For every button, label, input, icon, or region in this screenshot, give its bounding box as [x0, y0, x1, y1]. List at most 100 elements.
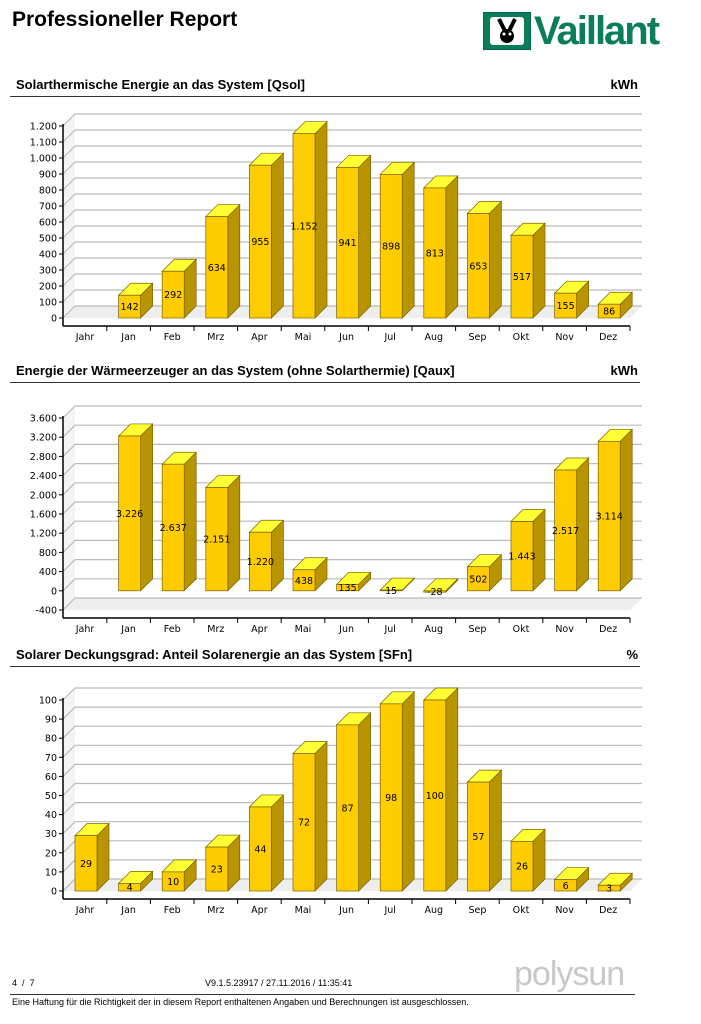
chart3-title: Solarer Deckungsgrad: Anteil Solarenergi…: [16, 647, 413, 662]
chart-1: 0 100 200 300 400 500 600 700 800 900 1.000 1.100 1.…: [30, 113, 642, 343]
bar: 1.220: [247, 519, 285, 592]
chart2-divider: [10, 382, 640, 383]
gridline: [62, 482, 642, 496]
gridline: [62, 405, 642, 419]
bar-front: [554, 879, 577, 892]
x-tick-label: Okt: [513, 332, 530, 343]
x-tick-label: Apr: [251, 905, 268, 916]
bar-value-label: -28: [427, 587, 443, 598]
bar: -28: [422, 577, 459, 598]
chart-3: 0 10 20 30 40 50 60 70 80 90 100 Jahr 29 Jan 4 Feb 10 Mrz…: [39, 687, 642, 916]
y-tick-label: 50: [45, 791, 57, 802]
bar: 1.443: [508, 508, 546, 592]
bar: 155: [553, 280, 590, 319]
x-tick-label: Jul: [383, 905, 395, 916]
bar: 813: [422, 175, 459, 319]
x-tick-label: Sep: [468, 905, 486, 916]
y-tick-label: 400: [39, 250, 57, 261]
bar-value-label: 898: [382, 242, 400, 253]
bar-value-label: 3.226: [116, 509, 143, 520]
bar-value-label: 29: [80, 859, 92, 870]
bar-value-label: 634: [208, 263, 226, 274]
bar: 4: [117, 870, 154, 894]
y-tick-label: 0: [51, 586, 57, 597]
bar-value-label: 438: [295, 576, 313, 587]
bar-front: [205, 846, 229, 892]
bar-front: [554, 292, 577, 319]
bar-side: [576, 457, 589, 592]
bar: 517: [510, 222, 546, 319]
bar-front: [597, 440, 621, 592]
bar-front: [74, 835, 98, 892]
bar-side: [619, 428, 633, 592]
bar-value-label: 10: [167, 877, 179, 888]
y-tick-label: 70: [45, 753, 57, 764]
bar-value-label: 813: [426, 248, 444, 259]
bar-side: [445, 175, 459, 319]
bar-front: [161, 463, 185, 592]
bar-front: [510, 840, 534, 892]
y-tick-label: 2.000: [30, 490, 57, 501]
y-tick-label: 200: [39, 282, 57, 293]
y-tick-label: 20: [45, 848, 57, 859]
bar-value-label: 142: [121, 302, 139, 313]
x-tick-label: Jahr: [75, 624, 95, 635]
bar-front: [379, 703, 403, 892]
footer-divider: [10, 994, 635, 995]
bar-value-label: 135: [339, 583, 357, 594]
bar-front: [205, 216, 229, 319]
x-tick-label: Nov: [555, 905, 574, 916]
bar-side: [183, 451, 197, 592]
bar: 10: [161, 859, 198, 892]
bar-value-label: 26: [516, 862, 528, 873]
version-info: V9.1.5.23917 / 27.11.2016 / 11:35:41: [205, 978, 353, 988]
bar-side: [140, 423, 153, 592]
bar-side: [401, 161, 415, 319]
gridline: [62, 520, 642, 534]
bar-side: [358, 711, 371, 892]
x-tick-label: Aug: [425, 332, 444, 343]
bar-front: [292, 753, 316, 892]
page-current: 4: [12, 978, 18, 988]
x-tick-label: Jan: [120, 905, 136, 916]
y-tick-label: 600: [39, 218, 57, 229]
bar: 438: [292, 556, 328, 592]
bar-front: [597, 884, 621, 892]
y-tick-label: 40: [45, 810, 57, 821]
bar: 2.151: [203, 474, 241, 592]
bar: 142: [117, 282, 154, 319]
bar: 44: [248, 794, 285, 892]
bar-front: [336, 167, 359, 319]
x-tick-label: Dez: [599, 332, 617, 343]
x-tick-label: Apr: [251, 624, 268, 635]
chart1-divider: [10, 96, 640, 97]
bar-front: [336, 724, 359, 892]
x-tick-label: Okt: [513, 905, 530, 916]
y-tick-label: 800: [39, 186, 57, 197]
bar-value-label: 2.151: [203, 535, 230, 546]
bar-value-label: 941: [339, 238, 357, 249]
gridline: [62, 161, 642, 175]
x-tick-label: Jul: [383, 332, 395, 343]
bar-side: [227, 474, 241, 592]
bar-side: [532, 508, 546, 592]
bar-front: [510, 521, 534, 592]
y-tick-label: 60: [45, 772, 57, 783]
bar-value-label: 2.637: [160, 523, 187, 534]
y-tick-label: 1.100: [30, 138, 57, 149]
x-tick-label: Apr: [251, 332, 268, 343]
bar-value-label: 3: [606, 884, 612, 895]
x-tick-label: Mai: [295, 624, 312, 635]
bar: 653: [466, 200, 503, 319]
bar: 2.637: [160, 451, 198, 592]
chart3-divider: [10, 666, 640, 667]
bar-front: [118, 435, 141, 592]
y-tick-label: 1.200: [30, 122, 57, 133]
y-tick-label: 0: [51, 887, 57, 898]
y-tick-label: 900: [39, 170, 57, 181]
gridline: [62, 597, 642, 611]
chart1-unit: kWh: [610, 77, 638, 92]
bar-front: [336, 583, 359, 592]
gridline: [62, 501, 642, 515]
